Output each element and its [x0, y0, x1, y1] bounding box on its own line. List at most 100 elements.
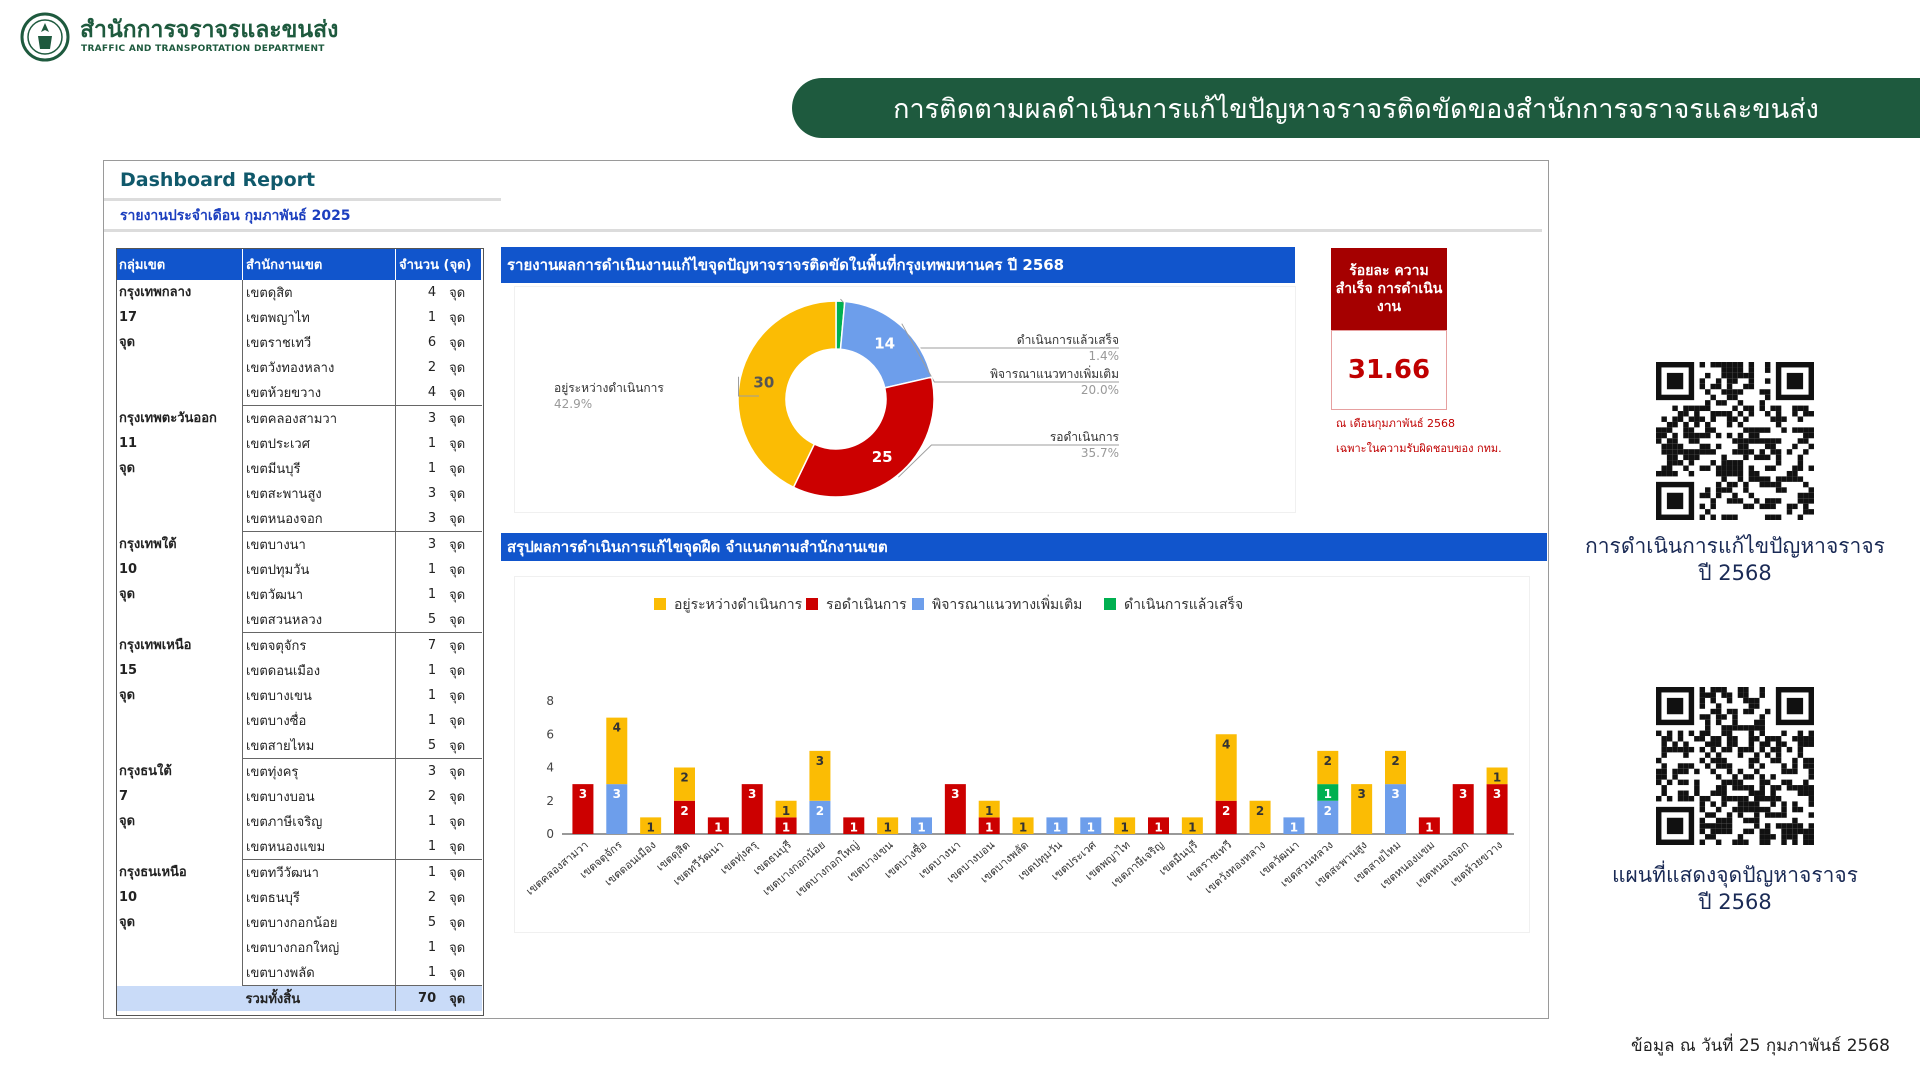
table-row: เขตวัฒนา 1 จุด [116, 582, 482, 607]
donut-slice-percent: 20.0% [1081, 383, 1119, 397]
bar-segment [809, 800, 831, 834]
district-name: เขตคลองสามวา [246, 412, 337, 427]
table-row: กรุงเทพตะวันออก 11 จุด เขตคลองสามวา 3 จุด [116, 405, 482, 532]
table-row: กรุงเทพใต้ 10 จุด เขตบางนา 3 จุด [116, 531, 482, 633]
district-name: เขตวัฒนา [246, 588, 304, 603]
group-cell: กรุงเทพเหนือ 15 จุด [116, 632, 243, 759]
donut-slice-value: 25 [872, 448, 893, 466]
bar-segment [775, 800, 797, 818]
bar-value-label: 1 [1120, 820, 1128, 834]
donut-slice-value: 30 [753, 374, 774, 392]
success-note-date: ณ เดือนกุมภาพันธ์ 2568 [1336, 417, 1456, 430]
bar-segment [1385, 784, 1406, 834]
bar-segment [978, 817, 1000, 834]
unit-label: จุด [449, 487, 466, 502]
col-header-group: กลุ่มเขต [116, 248, 243, 280]
district-count: 3 [395, 506, 447, 532]
bar-value-label: 1 [1493, 771, 1501, 785]
table-row: เขตภาษีเจริญ 1 จุด [116, 809, 482, 834]
group-total: 10 [119, 889, 138, 905]
district-count: 7 [395, 632, 447, 658]
district-count: 5 [395, 733, 447, 759]
district-name: เขตบางบอน [246, 790, 315, 805]
district-name: เขตหนองแขม [242, 834, 396, 860]
unit-label: จุด [446, 506, 482, 532]
bar-value-label: 1 [714, 820, 722, 834]
donut-slice-label: อยู่ระหว่างดำเนินการ [554, 381, 664, 396]
bar-segment [606, 717, 628, 785]
table-row: เขตบางบอน 2 จุด [116, 784, 482, 809]
table-row: เขตสะพานสูง 3 จุด [116, 481, 482, 506]
bar-segment [978, 800, 1000, 818]
donut-slice [792, 376, 935, 498]
col-header-count: จำนวน (จุด) [395, 248, 482, 280]
qr-code-icon[interactable] [1656, 362, 1814, 520]
bar-chart-card [514, 576, 1530, 933]
unit-label: จุด [449, 941, 466, 956]
qr-caption-line: ปี 2568 [1698, 890, 1772, 914]
unit-label: จุด [449, 689, 466, 704]
legend-swatch [1104, 598, 1116, 610]
district-name: เขตหนองจอก [242, 506, 396, 532]
bar-value-label: 2 [1391, 754, 1399, 768]
unit-label: จุด [449, 815, 466, 830]
donut-leader-line [898, 444, 1119, 478]
bar-value-label: 3 [1391, 787, 1399, 801]
table-row: เขตธนบุรี 2 จุด [116, 885, 482, 910]
y-tick-label: 2 [546, 794, 554, 808]
bar-segment [1215, 734, 1237, 801]
bar-segment [674, 800, 695, 834]
table-row: เขตปทุมวัน 1 จุด [116, 557, 482, 582]
data-date-footer: ข้อมูล ณ วันที่ 25 กุมภาพันธ์ 2568 [1631, 1036, 1890, 1056]
table-row: เขตพญาไท 1 จุด [116, 305, 482, 330]
bar-value-label: 1 [883, 820, 891, 834]
y-tick-label: 6 [546, 727, 554, 741]
group-total: 17 [119, 310, 138, 325]
bar-value-label: 1 [782, 820, 790, 834]
y-tick-label: 0 [546, 827, 554, 841]
bar-value-label: 3 [748, 787, 756, 801]
group-name: กรุงเทพตะวันออก [119, 410, 217, 426]
group-name: กรุงเทพกลาง [119, 285, 192, 300]
bar-value-label: 1 [917, 820, 925, 834]
donut-chart-card [514, 286, 1296, 513]
divider [104, 229, 1542, 232]
donut-slice-value: 14 [874, 334, 895, 352]
dashboard-report: Dashboard Report รายงานประจำเดือน กุมภาพ… [103, 160, 1549, 1019]
table-header-row: กลุ่มเขต สำนักงานเขต จำนวน (จุด) [116, 248, 482, 280]
legend-label: ดำเนินการแล้วเสร็จ [1124, 595, 1243, 613]
bar-segment [1317, 784, 1339, 801]
legend-label: พิจารณาแนวทางเพิ่มเติม [932, 595, 1082, 613]
table-row: เขตมีนบุรี 1 จุด [116, 456, 482, 481]
unit-label: จุด [449, 588, 466, 603]
district-count: 4 [395, 280, 447, 305]
district-name: เขตสวนหลวง [242, 607, 396, 633]
district-count: 1 [395, 935, 447, 960]
unit-label: จุด [446, 985, 482, 1011]
district-name: เขตภาษีเจริญ [246, 815, 323, 830]
district-name: เขตประเวศ [246, 437, 310, 452]
bar-segment [1486, 784, 1508, 834]
bar-value-label: 2 [680, 804, 688, 818]
district-count: 1 [395, 658, 447, 683]
bar-segment [1351, 784, 1373, 834]
qr-caption-line: การดำเนินการแก้ไขปัญหาจราจร [1585, 534, 1885, 558]
total-label: รวมทั้งสิ้น [242, 985, 396, 1011]
district-count: 1 [395, 431, 447, 456]
table-row: เขตหนองแขม 1 จุด [116, 834, 482, 860]
unit-label: จุด [449, 639, 466, 654]
qr-code-icon[interactable] [1656, 687, 1814, 845]
success-rate-header: ร้อยละ ความสำเร็จ การดำเนินงาน [1331, 248, 1447, 330]
district-name: เขตบางพลัด [242, 960, 396, 986]
bar-segment [741, 784, 763, 834]
bar-segment [1114, 817, 1136, 834]
bar-segment [640, 817, 662, 834]
unit-label: จุด [449, 336, 466, 351]
district-name: เขตสายไหม [242, 733, 396, 759]
legend-label: รอดำเนินการ [826, 597, 907, 613]
bar-segment [1181, 817, 1203, 834]
table-row: กรุงเทพเหนือ 15 จุด เขตจตุจักร 7 จุด [116, 632, 482, 759]
table-row: กรุงธนใต้ 7 จุด เขตทุ่งครุ 3 จุด [116, 758, 482, 860]
bar-value-label: 1 [985, 804, 993, 818]
district-name: เขตทวีวัฒนา [246, 866, 319, 881]
